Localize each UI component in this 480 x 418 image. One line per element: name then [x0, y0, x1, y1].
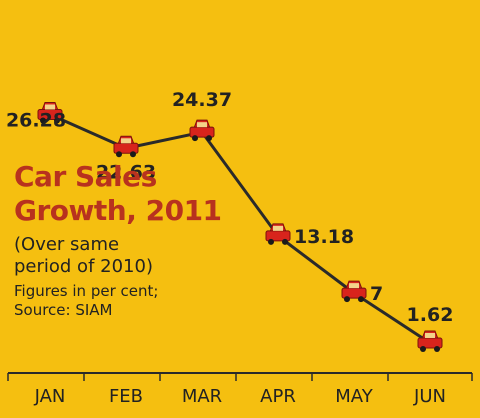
chart-subtitle: (Over same period of 2010) — [14, 234, 153, 278]
data-label: 1.62 — [407, 304, 454, 326]
chart-title-line-2: Growth, 2011 — [14, 194, 222, 227]
x-tick-label: APR — [260, 386, 296, 407]
data-label: 13.18 — [294, 226, 354, 248]
x-tick-label: FEB — [109, 386, 143, 407]
x-tick-label: JAN — [34, 386, 66, 407]
car-icon — [417, 330, 443, 352]
car-icon — [341, 280, 367, 303]
x-tick-label: MAY — [335, 386, 373, 407]
data-label: 7 — [370, 283, 383, 305]
source-note-line-2: Source: SIAM — [14, 301, 113, 319]
source-note: Figures in per cent; Source: SIAM — [14, 282, 158, 320]
data-label: 26.28 — [6, 109, 66, 131]
car-icon — [189, 119, 215, 142]
chart-title: Car Sales Growth, 2011 — [14, 160, 222, 228]
car-icon — [113, 135, 139, 158]
data-label: 22.63 — [96, 161, 156, 183]
chart-title-line-1: Car Sales — [14, 160, 157, 193]
chart-subtitle-line-1: (Over same — [14, 234, 120, 255]
car-icon — [265, 223, 291, 245]
data-label: 24.37 — [172, 89, 232, 111]
x-tick-label: MAR — [182, 386, 222, 407]
chart-subtitle-line-2: period of 2010) — [14, 256, 153, 277]
car-icon — [37, 101, 63, 124]
series-line — [49, 113, 431, 345]
x-tick-label: JUN — [413, 386, 446, 407]
source-note-line-1: Figures in per cent; — [14, 282, 159, 300]
